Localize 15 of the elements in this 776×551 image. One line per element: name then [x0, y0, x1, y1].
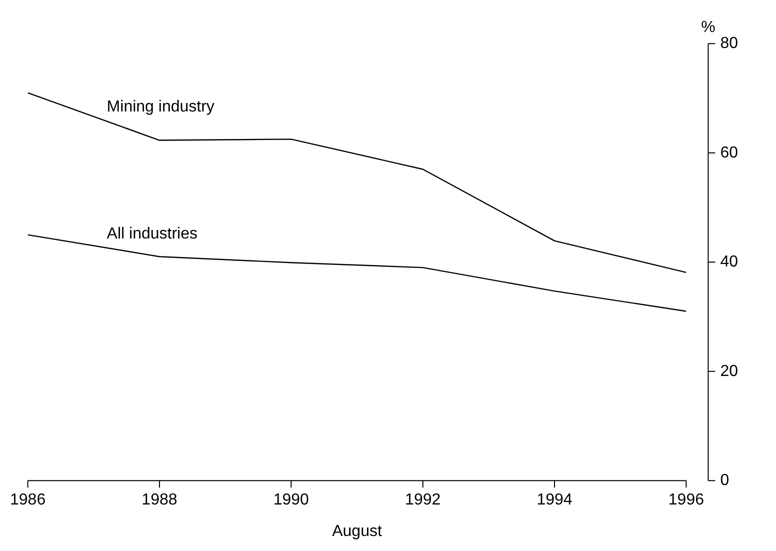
- x-tick-label: 1986: [10, 492, 46, 509]
- y-tick-label: 20: [720, 362, 738, 380]
- x-tick-label: 1996: [668, 492, 704, 509]
- y-tick-label: 60: [720, 144, 738, 162]
- y-tick-label: 80: [720, 35, 738, 52]
- x-axis-title: August: [332, 522, 382, 540]
- x-tick-label: 1988: [142, 492, 178, 509]
- series-label: All industries: [106, 225, 198, 242]
- x-tick-label: 1990: [273, 492, 310, 509]
- x-tick-label: 1992: [405, 492, 441, 509]
- y-tick-label: 40: [720, 254, 738, 271]
- y-axis-title: %: [701, 19, 716, 36]
- series-label: Mining industry: [106, 98, 214, 116]
- y-tick-label: 0: [720, 472, 730, 490]
- x-tick-label: 1994: [536, 492, 572, 509]
